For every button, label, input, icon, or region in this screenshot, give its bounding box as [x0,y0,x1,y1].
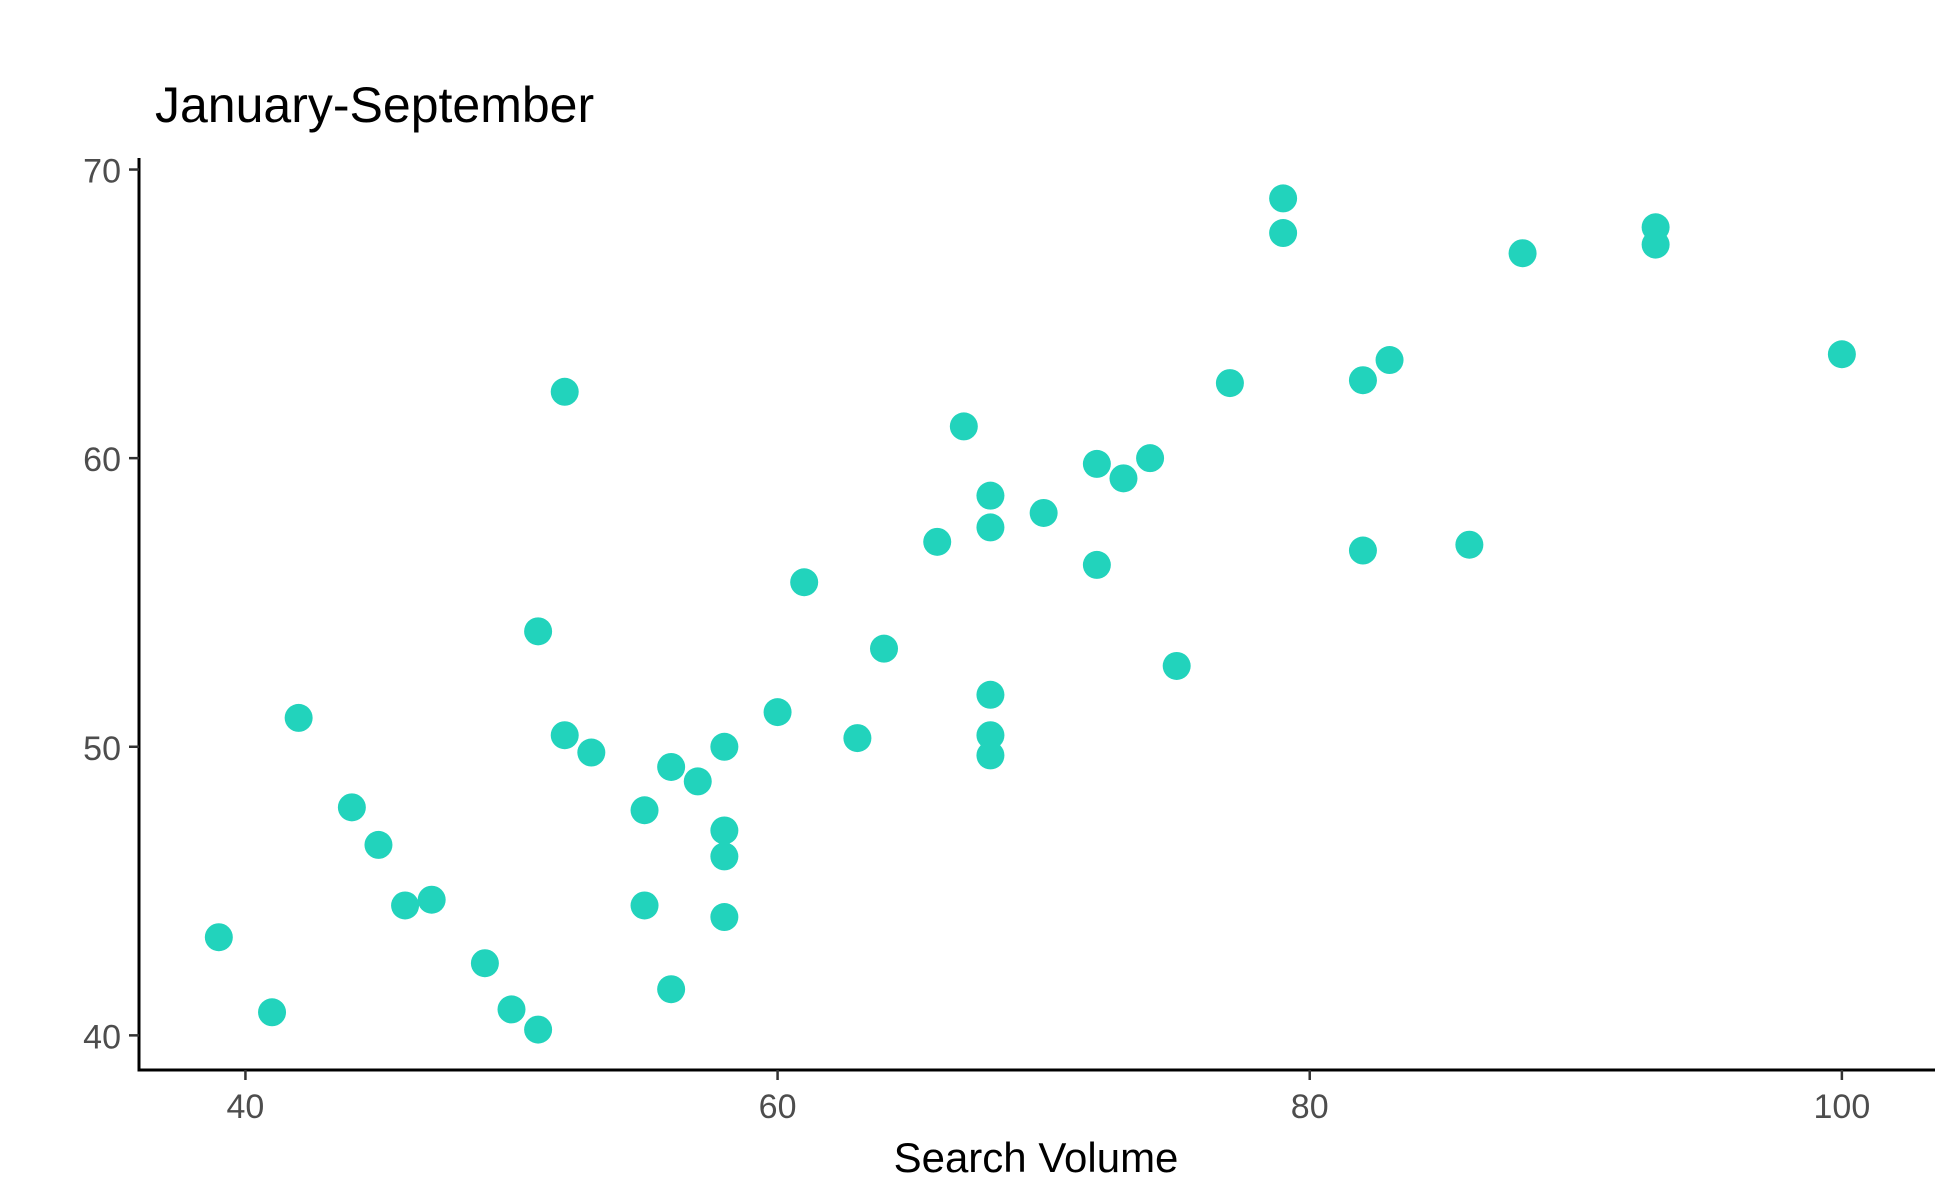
x-tick-label: 60 [759,1088,797,1126]
data-point [1269,184,1298,213]
data-point [710,903,739,932]
data-point [1162,651,1191,680]
data-point [550,377,579,406]
data-points [204,184,1856,1044]
data-point [1136,444,1165,473]
data-point [524,617,553,646]
data-point [870,634,899,663]
x-tick-label: 40 [227,1088,265,1126]
y-tick-label: 60 [83,441,121,479]
data-point [1215,369,1244,398]
data-point [1348,536,1377,565]
data-point [630,796,659,825]
data-point [790,568,819,597]
data-point [1082,449,1111,478]
data-point [976,513,1005,542]
data-point [284,703,313,732]
data-point [763,698,792,727]
data-point [630,891,659,920]
y-tick-label: 50 [83,730,121,768]
data-point [417,885,446,914]
data-point [337,793,366,822]
data-point [497,995,526,1024]
data-point [1641,230,1670,259]
y-tick-label: 70 [83,153,121,191]
data-point [923,527,952,556]
y-axis-ticks: 40 50 60 70 [83,153,139,1056]
data-point [976,481,1005,510]
data-point [683,767,712,796]
data-point [550,721,579,750]
x-axis-label: Search Volume [894,1134,1179,1181]
data-point [1029,498,1058,527]
data-point [1109,464,1138,493]
data-point [1269,219,1298,248]
data-point [204,923,233,952]
data-point [364,830,393,859]
data-point [1082,550,1111,579]
data-point [391,891,420,920]
data-point [657,975,686,1004]
data-point [710,842,739,871]
x-tick-label: 80 [1291,1088,1329,1126]
data-point [657,752,686,781]
data-point [524,1015,553,1044]
data-point [258,998,287,1027]
data-point [1827,340,1856,369]
chart-title: January-September [155,77,594,133]
data-point [1375,346,1404,375]
data-point [843,724,872,753]
data-point [1348,366,1377,395]
data-point [949,412,978,441]
data-point [710,732,739,761]
data-point [577,738,606,767]
y-tick-label: 40 [83,1018,121,1056]
data-point [976,680,1005,709]
x-tick-label: 100 [1814,1088,1871,1126]
data-point [1455,530,1484,559]
data-point [976,721,1005,750]
x-axis-ticks: 40 60 80 100 [227,1070,1871,1126]
data-point [470,949,499,978]
data-point [1508,239,1537,268]
data-point [710,816,739,845]
data-point [976,741,1005,770]
